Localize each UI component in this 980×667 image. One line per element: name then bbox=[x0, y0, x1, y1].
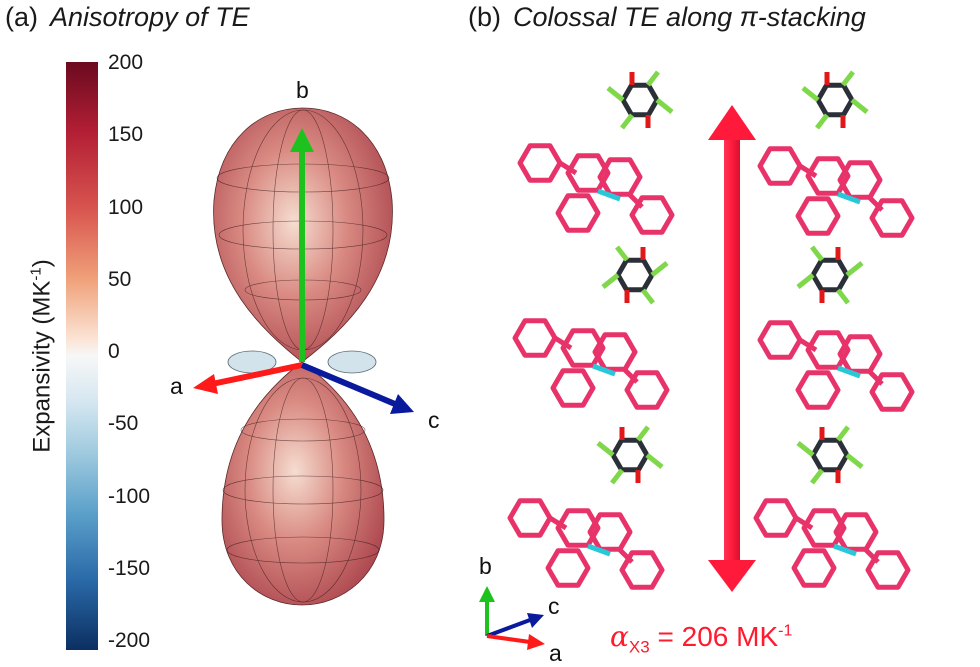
carbazole-molecule bbox=[512, 318, 670, 410]
axis-label-a: a bbox=[170, 373, 183, 399]
axis-label-b: b bbox=[296, 77, 309, 103]
lower-lobe bbox=[221, 361, 385, 606]
b-axis-label-b: b bbox=[479, 553, 492, 579]
b-axis-label-a: a bbox=[549, 640, 562, 666]
colorbar-tick: 50 bbox=[108, 267, 132, 291]
carbazole-molecule bbox=[757, 320, 915, 412]
panel-a-title: (a) Anisotropy of TE bbox=[5, 2, 250, 33]
panel-a-name: Anisotropy of TE bbox=[50, 2, 250, 32]
b-axis-label-c: c bbox=[548, 593, 560, 619]
expansivity-formula: αX3 = 206 MK-1 bbox=[610, 620, 793, 657]
carbazole-molecule bbox=[753, 498, 911, 590]
carbazole-molecule bbox=[507, 498, 665, 590]
colorbar-tick: -100 bbox=[108, 484, 151, 508]
chloranil-molecule bbox=[601, 245, 669, 305]
panel-b-tag: (b) bbox=[468, 2, 501, 32]
crystal-packing bbox=[507, 70, 915, 590]
chloranil-molecule bbox=[596, 425, 664, 485]
negative-lobes bbox=[227, 350, 377, 374]
colorbar bbox=[66, 62, 98, 650]
axis-label-c: c bbox=[428, 407, 440, 433]
colorbar-tick: 150 bbox=[108, 123, 144, 147]
colorbar-tick: 100 bbox=[108, 195, 144, 219]
carbazole-molecule bbox=[757, 146, 915, 238]
panel-a-tag: (a) bbox=[5, 2, 38, 32]
chloranil-molecule bbox=[796, 245, 864, 305]
colorbar-tick: -150 bbox=[108, 556, 151, 580]
stacking-arrow bbox=[708, 105, 756, 592]
colorbar-tick: -200 bbox=[108, 629, 151, 652]
colorbar-tick: 0 bbox=[108, 340, 120, 363]
carbazole-molecule bbox=[517, 143, 675, 235]
panel-b-axes: b c a bbox=[479, 553, 562, 666]
panel-b-title: (b) Colossal TE along π-stacking bbox=[468, 2, 866, 33]
colorbar-tick: -50 bbox=[108, 412, 139, 436]
panel-a-axes: b a c bbox=[170, 77, 440, 433]
panel-b-name: Colossal TE along π-stacking bbox=[513, 2, 866, 32]
chloranil-molecule bbox=[801, 70, 869, 130]
chloranil-molecule bbox=[606, 70, 674, 130]
chloranil-molecule bbox=[796, 425, 864, 485]
colorbar-tick: 200 bbox=[108, 51, 144, 74]
